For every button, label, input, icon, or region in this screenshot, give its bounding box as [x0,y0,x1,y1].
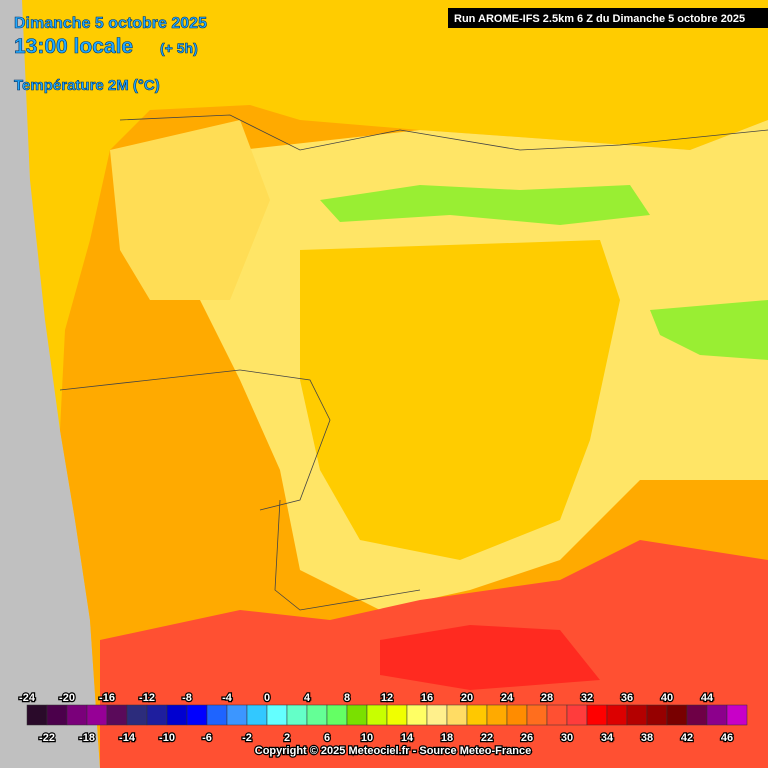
legend-swatch [566,704,588,726]
legend-label: 40 [661,692,673,704]
legend-swatch [546,704,568,726]
legend-swatch [206,704,228,726]
legend-swatch [426,704,448,726]
offset: (+ 5h) [160,40,198,56]
legend-swatch [86,704,108,726]
border-line [59,369,241,391]
coastline [119,114,768,151]
legend-swatch [386,704,408,726]
parameter: Température 2M (°C) [14,77,160,94]
legend-label: -14 [119,732,136,744]
legend-swatch [146,704,168,726]
land-northwest [110,120,270,300]
legend-label: 28 [541,692,553,704]
legend-swatch [646,704,668,726]
border-line [274,499,421,611]
mountains-cool [320,185,650,225]
legend-swatch [126,704,148,726]
legend-swatch [666,704,688,726]
legend-swatch [26,704,48,726]
border-line [239,369,331,511]
legend-label: -4 [222,692,233,704]
legend-swatch [726,704,748,726]
date: Dimanche 5 octobre 2025 [14,15,207,32]
legend-swatch [166,704,188,726]
legend-swatch [586,704,608,726]
legend-label: 4 [304,692,311,704]
legend-swatch [406,704,428,726]
legend-swatch [446,704,468,726]
plateau [300,240,620,560]
legend-label: 44 [701,692,714,704]
legend-label: 12 [381,692,393,704]
legend-label: 10 [361,732,373,744]
legend-swatch [526,704,548,726]
legend-swatch [346,704,368,726]
legend-label: -22 [39,732,55,744]
legend-label: -18 [79,732,95,744]
legend-label: 32 [581,692,593,704]
legend-label: -20 [59,692,75,704]
legend-swatch [606,704,628,726]
legend-swatch [226,704,248,726]
legend-label: 20 [461,692,473,704]
run-info: Run AROME-IFS 2.5km 6 Z du Dimanche 5 oc… [454,13,745,25]
legend-label: 14 [401,732,414,744]
legend: -24-22-20-18-16-14-12-10-8-6-4-202468101… [18,691,748,745]
legend-label: 8 [344,692,350,704]
legend-label: 16 [421,692,433,704]
legend-swatch [66,704,88,726]
mountains-east [650,300,768,360]
legend-label: 22 [481,732,493,744]
legend-label: 2 [284,732,290,744]
legend-label: 24 [501,692,514,704]
legend-label: -16 [99,692,115,704]
legend-swatch [306,704,328,726]
legend-label: 30 [561,732,573,744]
legend-label: 36 [621,692,633,704]
legend-swatch [246,704,268,726]
legend-swatch [506,704,528,726]
legend-swatch [46,704,68,726]
legend-swatch [326,704,348,726]
legend-swatch [466,704,488,726]
legend-label: 42 [681,732,693,744]
legend-label: 18 [441,732,453,744]
legend-swatch [186,704,208,726]
legend-label: -10 [159,732,175,744]
legend-swatch [686,704,708,726]
land-hottest [380,625,600,690]
legend-swatch [286,704,308,726]
time: 13:00 locale [14,35,133,58]
legend-label: 6 [324,732,330,744]
legend-swatch [106,704,128,726]
out-of-domain [0,0,100,768]
legend-swatch [486,704,508,726]
legend-swatch [366,704,388,726]
legend-swatch [706,704,728,726]
legend-swatch [266,704,288,726]
legend-label: -12 [139,692,155,704]
legend-label: -2 [242,732,252,744]
run-box [448,8,768,28]
legend-label: 34 [601,732,614,744]
legend-label: 0 [264,692,270,704]
legend-label: -8 [182,692,192,704]
legend-label: 26 [521,732,533,744]
legend-label: -24 [19,692,36,704]
legend-label: 46 [721,732,733,744]
copyright: Copyright © 2025 Meteociel.fr - Source M… [255,745,531,757]
legend-label: -6 [202,732,212,744]
legend-label: 38 [641,732,653,744]
legend-swatch [626,704,648,726]
